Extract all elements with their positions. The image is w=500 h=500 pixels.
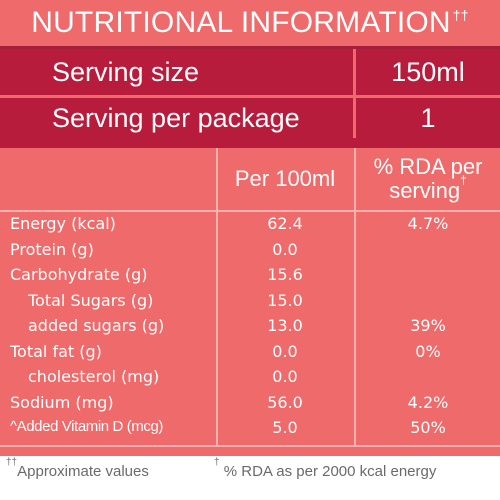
nutrient-label: Energy (kcal) <box>10 214 116 233</box>
table-row: Carbohydrate (g) 15.6 <box>0 263 500 289</box>
per-100ml-header: Per 100ml <box>216 148 356 212</box>
footnote-rda-text: % RDA as per 2000 kcal energy <box>219 463 437 480</box>
rda-value: 50% <box>410 418 446 437</box>
per-100ml-value: 15.6 <box>267 265 303 284</box>
nutrient-label: Sodium (mg) <box>10 392 114 412</box>
rda-value: 39% <box>410 316 446 335</box>
nutrient-label: Total fat (g) <box>10 341 102 361</box>
per-100ml-value: 0.0 <box>272 341 298 361</box>
rda-header-line2: serving <box>389 178 461 203</box>
table-row: cholesterol (mg) 0.0 <box>0 365 500 391</box>
rda-header: % RDA per serving† <box>356 148 500 212</box>
column-divider-2 <box>354 210 356 445</box>
rda-header-line1: % RDA per <box>373 153 483 179</box>
footnote-rda-mark: † <box>214 457 220 468</box>
per-100ml-value: 5.0 <box>272 418 298 437</box>
serving-size-row: Serving size 150ml <box>0 49 500 98</box>
panel-title: NUTRITIONAL INFORMATION †† <box>0 0 500 49</box>
nutrient-label: added sugars (g) <box>28 316 165 335</box>
nutrient-table: Energy (kcal) 62.4 4.7% Protein (g) 0.0 … <box>0 212 500 442</box>
footnote-approximate-text: Approximate values <box>17 463 149 480</box>
serving-size-label: Serving size <box>0 49 356 95</box>
nutrient-label: Total Sugars (g) <box>28 290 154 310</box>
footnote-approximate: ††Approximate values <box>6 457 149 480</box>
footnote-rda: † % RDA as per 2000 kcal energy <box>214 457 437 480</box>
table-row: Total fat (g) 0.0 0% <box>0 340 500 366</box>
rda-value: 0% <box>415 341 441 361</box>
table-row: ^Added Vitamin D (mcg) 5.0 50% <box>0 416 500 442</box>
nutrient-label: cholesterol (mg) <box>28 367 160 386</box>
per-100ml-value: 15.0 <box>267 290 303 310</box>
nutrient-column-header <box>0 148 218 212</box>
serving-per-package-value: 1 <box>420 102 436 133</box>
nutrient-label: Protein (g) <box>10 239 94 259</box>
table-bottom-rule <box>0 445 500 447</box>
footnotes: ††Approximate values † % RDA as per 2000… <box>0 456 500 500</box>
nutrient-label: Carbohydrate (g) <box>10 265 148 284</box>
header-band <box>0 138 500 148</box>
per-100ml-value: 62.4 <box>267 214 303 233</box>
serving-per-package-label: Serving per package <box>0 98 356 138</box>
serving-size-value: 150ml <box>391 56 465 87</box>
table-row: Protein (g) 0.0 <box>0 238 500 264</box>
table-row: Total Sugars (g) 15.0 <box>0 289 500 315</box>
nutrient-label: ^Added Vitamin D (mcg) <box>10 418 164 435</box>
panel-title-mark: †† <box>452 7 469 23</box>
panel-title-text: NUTRITIONAL INFORMATION <box>31 6 451 39</box>
rda-value: 4.7% <box>407 214 449 233</box>
column-divider-1 <box>216 210 218 445</box>
table-row: Energy (kcal) 62.4 4.7% <box>0 212 500 238</box>
per-100ml-value: 0.0 <box>272 367 298 386</box>
rda-header-mark: † <box>460 172 467 187</box>
per-100ml-value: 0.0 <box>272 239 298 259</box>
rda-value: 4.2% <box>407 392 449 412</box>
serving-per-package-row: Serving per package 1 <box>0 98 500 138</box>
table-row: added sugars (g) 13.0 39% <box>0 314 500 340</box>
table-row: Sodium (mg) 56.0 4.2% <box>0 391 500 417</box>
per-100ml-value: 13.0 <box>267 316 303 335</box>
per-100ml-value: 56.0 <box>267 392 303 412</box>
footnote-approximate-mark: †† <box>6 457 18 468</box>
